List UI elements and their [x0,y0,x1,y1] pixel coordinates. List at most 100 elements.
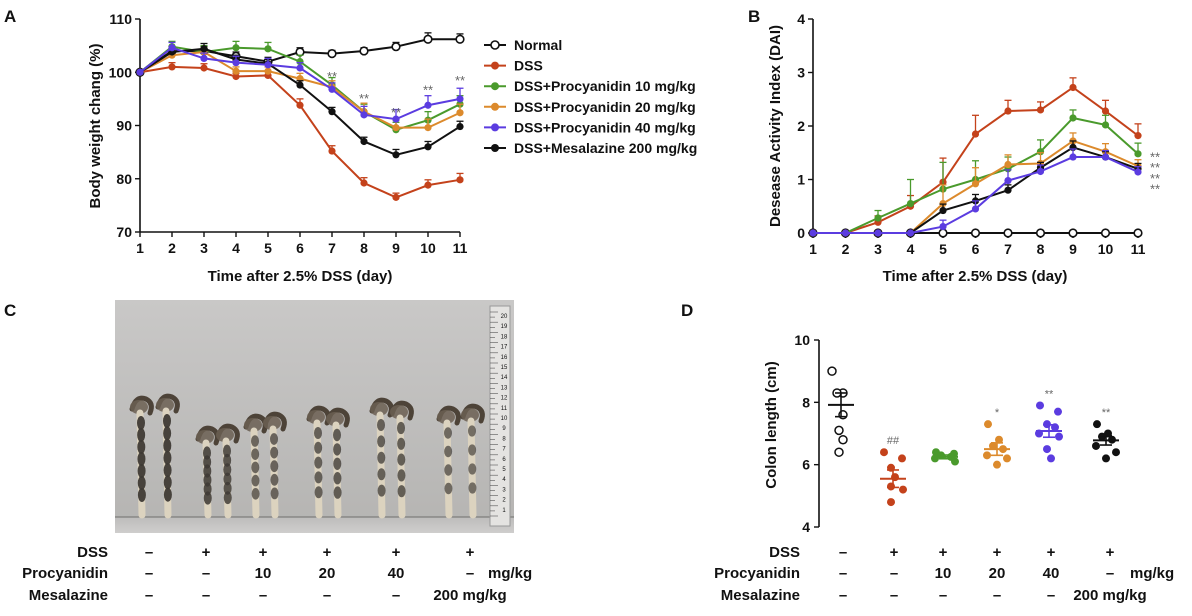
colon-specimen [325,407,350,519]
chart-b-point [906,199,915,208]
colon-cecum-body [307,410,325,424]
chart-a-point [200,45,208,53]
chart-a-point [136,68,144,76]
ruler-ticks: 20 19 18 17 16 15 14 13 12 11 10 9 8 7 6 5 4 3 2 1 [490,311,508,517]
chart-b-xtick-label: 2 [842,241,850,257]
cond-c-mesalazine-value: – [145,587,153,604]
chart-a-point [264,61,272,69]
cond-c-dss-value: + [202,544,211,561]
conditions-table-d: DSS Procyanidin Mesalazine mg/kg – + + + + + –… [714,544,1174,604]
cond-d-mesalazine-label: Mesalazine [721,587,800,604]
chart-a-ytick-label: 90 [116,118,132,134]
colon-cecum-body [156,398,174,412]
chart-d-point [1054,407,1062,416]
ruler-label: 2 [502,498,506,504]
chart-a-point [296,58,304,66]
colon-pellet [377,484,386,497]
colon-pellet [333,457,342,470]
chart-d-point [993,460,1001,469]
chart-a-point [424,181,432,189]
panel-letter-c: C [4,301,16,320]
chart-a-point [392,124,400,132]
colon-cecum-body [196,430,214,444]
chart-b-ytick-label: 0 [797,225,805,241]
cond-c-procyanidin-value: – [145,565,153,582]
colon-cecum-body [437,410,455,424]
chart-d-point [1036,401,1044,410]
chart-b-xlabel: Time after 2.5% DSS (day) [883,268,1068,285]
colon-pellet [333,443,342,456]
colon-pellet [203,491,212,505]
chart-a-point [359,46,369,56]
chart-d-significance: ## [887,435,900,447]
colon-pellet [137,476,146,490]
chart-a-point [360,111,368,119]
ruler-label: 13 [501,385,508,391]
cond-c-procyanidin-label: Procyanidin [22,565,108,582]
cond-d-mesalazine-value: – [839,587,847,604]
chart-a-series-p40 [136,41,464,123]
legend-label-p10: DSS+Procyanidin 10 mg/kg [514,78,696,94]
colon-pellet [137,488,146,502]
chart-b-point [841,229,850,237]
chart-a-xtick-label: 1 [136,240,144,256]
legend-marker-p40 [491,123,499,132]
colon-cecum-body [461,408,479,422]
ruler-label: 3 [502,487,506,493]
cond-c-mesalazine-value: 200 mg/kg [433,587,506,604]
chart-a-point [296,101,304,109]
chart-b-xtick-label: 4 [907,241,915,257]
chart-b-point [1003,228,1013,238]
chart-b-point [1036,167,1045,176]
colon-specimen [215,423,240,519]
chart-b-point [1068,228,1078,238]
colon-pellet [137,428,146,442]
colon-pellet [137,464,146,478]
legend-marker-mesalazine [491,144,499,152]
chart-a-point [232,44,240,52]
ruler-label: 5 [502,467,506,473]
chart-d-ytick-label: 10 [794,332,810,348]
chart-b-xtick-label: 1 [809,241,817,257]
chart-a-point [456,109,464,117]
chart-a-point [328,108,336,116]
chart-d-point [1003,454,1011,463]
chart-d-point [1093,420,1101,429]
chart-a-point [328,147,336,155]
chart-a-xtick-label: 10 [420,240,436,256]
chart-d-ytick-label: 8 [802,394,810,410]
cond-c-dss-value: + [466,544,475,561]
chart-b-point [1133,228,1143,238]
colon-tube [376,411,386,519]
ruler-label: 11 [501,406,508,412]
chart-b-xtick-label: 8 [1037,241,1045,257]
chart-d-point [834,447,844,457]
chart-a-point [232,59,240,67]
colon-pellet [270,433,278,445]
cond-d-mesalazine-value: – [1047,587,1055,604]
chart-a-point [456,95,464,103]
colon-pellet [251,488,260,500]
cond-d-mesalazine-value: – [993,587,1001,604]
chart-d-group-p10 [931,448,959,466]
chart-b-ytick-label: 3 [797,65,805,81]
chart-b-point [1004,186,1012,194]
chart-b-xtick-label: 6 [972,241,980,257]
cond-d-dss-value: – [839,544,847,561]
cond-c-dss-value: + [392,544,401,561]
colon-pellet [468,463,477,475]
colon-pellet [377,451,386,464]
cond-d-dss-value: + [1047,544,1056,561]
cond-d-procyanidin-value: 10 [935,565,952,582]
chart-a-point [200,64,208,72]
cond-c-mesalazine-value: – [202,587,210,604]
chart-a-point [232,67,240,75]
chart-b-point [970,228,981,238]
ruler-label: 9 [502,426,506,432]
chart-b-point [939,222,947,231]
colon-photo: 20 19 18 17 16 15 14 13 12 11 10 9 8 7 6 5 4 3 2 1 [115,300,514,533]
colon-pellet [377,419,385,431]
chart-b-point [1100,228,1111,238]
colon-pellet [137,416,145,430]
chart-b-point [1036,148,1045,156]
